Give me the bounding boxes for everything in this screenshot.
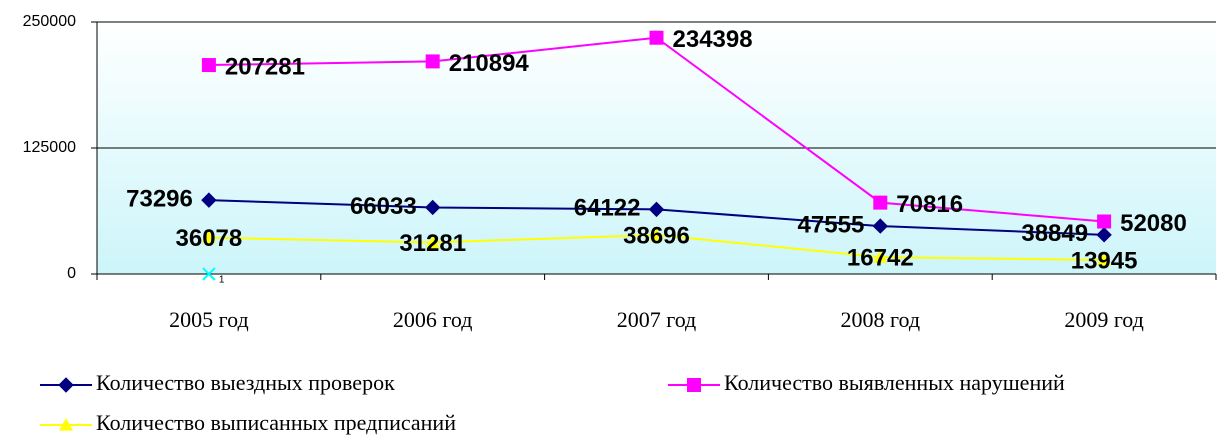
data-label: 66033 <box>350 193 417 220</box>
marker <box>202 267 216 281</box>
marker <box>201 230 216 244</box>
data-label: 64122 <box>574 195 641 222</box>
x-tick-label: 2008 год <box>841 307 921 332</box>
x-tick-label: 2007 год <box>617 307 697 332</box>
data-label: 207281 <box>225 53 305 80</box>
marker <box>201 192 217 208</box>
data-label: 36078 <box>176 225 243 252</box>
x-tick-label: 2009 год <box>1064 307 1144 332</box>
x-tick-label: 2006 год <box>393 307 473 332</box>
marker <box>873 195 888 210</box>
legend-label: Количество выявленных нарушений <box>724 370 1065 395</box>
data-label: 38696 <box>623 222 690 249</box>
legend-label: Количество выездных проверок <box>96 370 395 395</box>
data-label: 13945 <box>1071 247 1138 274</box>
marker <box>425 54 440 69</box>
marker <box>872 218 889 234</box>
data-label: 234398 <box>673 26 753 53</box>
marker <box>1097 214 1112 229</box>
data-label: 47555 <box>798 211 865 238</box>
data-label: 73296 <box>126 185 193 212</box>
data-label: 38849 <box>1021 220 1088 247</box>
data-label: 1 <box>219 275 225 286</box>
data-label: 70816 <box>896 191 963 218</box>
data-label: 31281 <box>399 230 466 257</box>
marker <box>201 58 216 73</box>
marker <box>687 378 701 392</box>
y-tick-label: 250000 <box>23 13 76 30</box>
y-tick-label: 125000 <box>23 139 76 156</box>
y-tick-label: 0 <box>67 265 76 282</box>
marker <box>649 30 664 45</box>
marker <box>873 250 888 263</box>
marker <box>649 227 664 241</box>
data-label: 210894 <box>449 50 530 77</box>
marker <box>1096 227 1112 243</box>
data-label: 16742 <box>847 244 914 271</box>
marker <box>425 235 440 249</box>
data-label: 52080 <box>1120 210 1187 237</box>
marker <box>58 377 74 393</box>
legend-label: Количество выписанных предписаний <box>96 410 456 435</box>
x-tick-label: 2005 год <box>169 307 249 332</box>
marker <box>424 199 441 216</box>
marker <box>648 201 665 218</box>
marker <box>59 418 73 431</box>
marker <box>1097 252 1112 266</box>
